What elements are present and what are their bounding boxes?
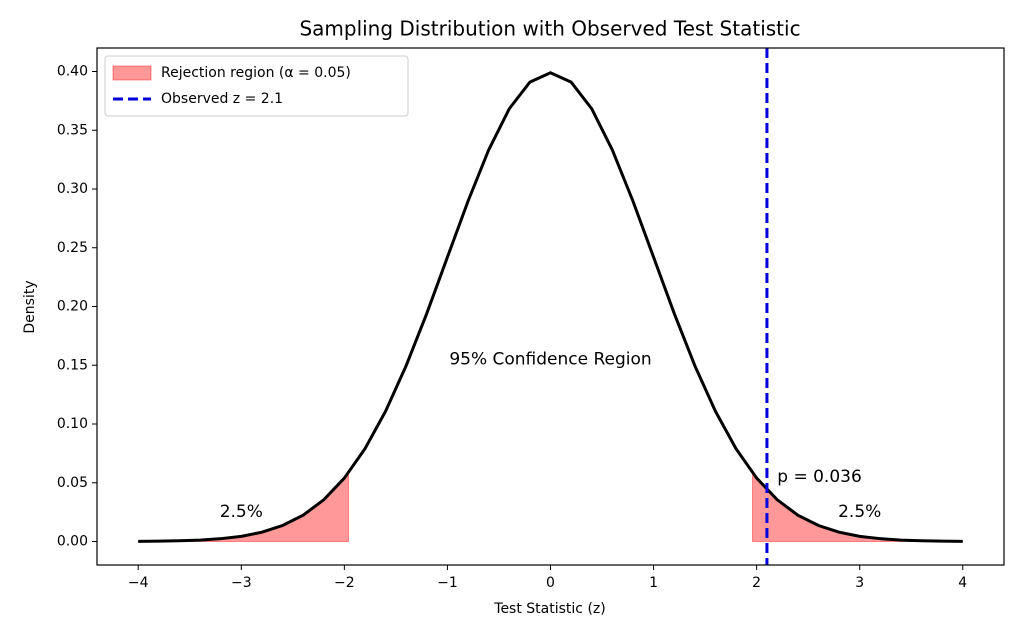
y-tick-label: 0.25 [57,240,88,256]
x-tick-label: 0 [546,575,555,591]
legend-label: Rejection region (α = 0.05) [161,65,351,81]
x-tick-label: −4 [128,575,149,591]
y-tick-label: 0.00 [57,534,88,550]
annotation: p = 0.036 [777,467,862,487]
y-axis-label: Density [22,280,38,333]
annotation: 2.5% [220,502,263,522]
legend-label: Observed z = 2.1 [161,91,283,107]
legend-swatch [112,65,152,81]
y-tick-label: 0.20 [57,299,88,315]
density-curve [138,71,963,543]
x-tick-label: −1 [437,575,458,591]
y-tick-label: 0.05 [57,475,88,491]
plot-frame [96,47,1005,566]
annotation: 95% Confidence Region [449,349,651,369]
y-tick-label: 0.10 [57,416,88,432]
y-tick-label: 0.35 [57,122,88,138]
chart-title: Sampling Distribution with Observed Test… [299,17,800,41]
x-tick-label: 1 [649,575,658,591]
x-tick-label: 3 [855,575,864,591]
x-tick-label: −3 [231,575,252,591]
y-tick-label: 0.40 [57,64,88,80]
x-tick-label: 4 [958,575,967,591]
legend-box [104,55,409,117]
x-tick-label: 2 [752,575,761,591]
x-tick-label: −2 [334,575,355,591]
annotation: 2.5% [838,502,881,522]
x-axis-label: Test Statistic (z) [493,601,605,617]
y-tick-label: 0.30 [57,181,88,197]
y-tick-label: 0.15 [57,357,88,373]
